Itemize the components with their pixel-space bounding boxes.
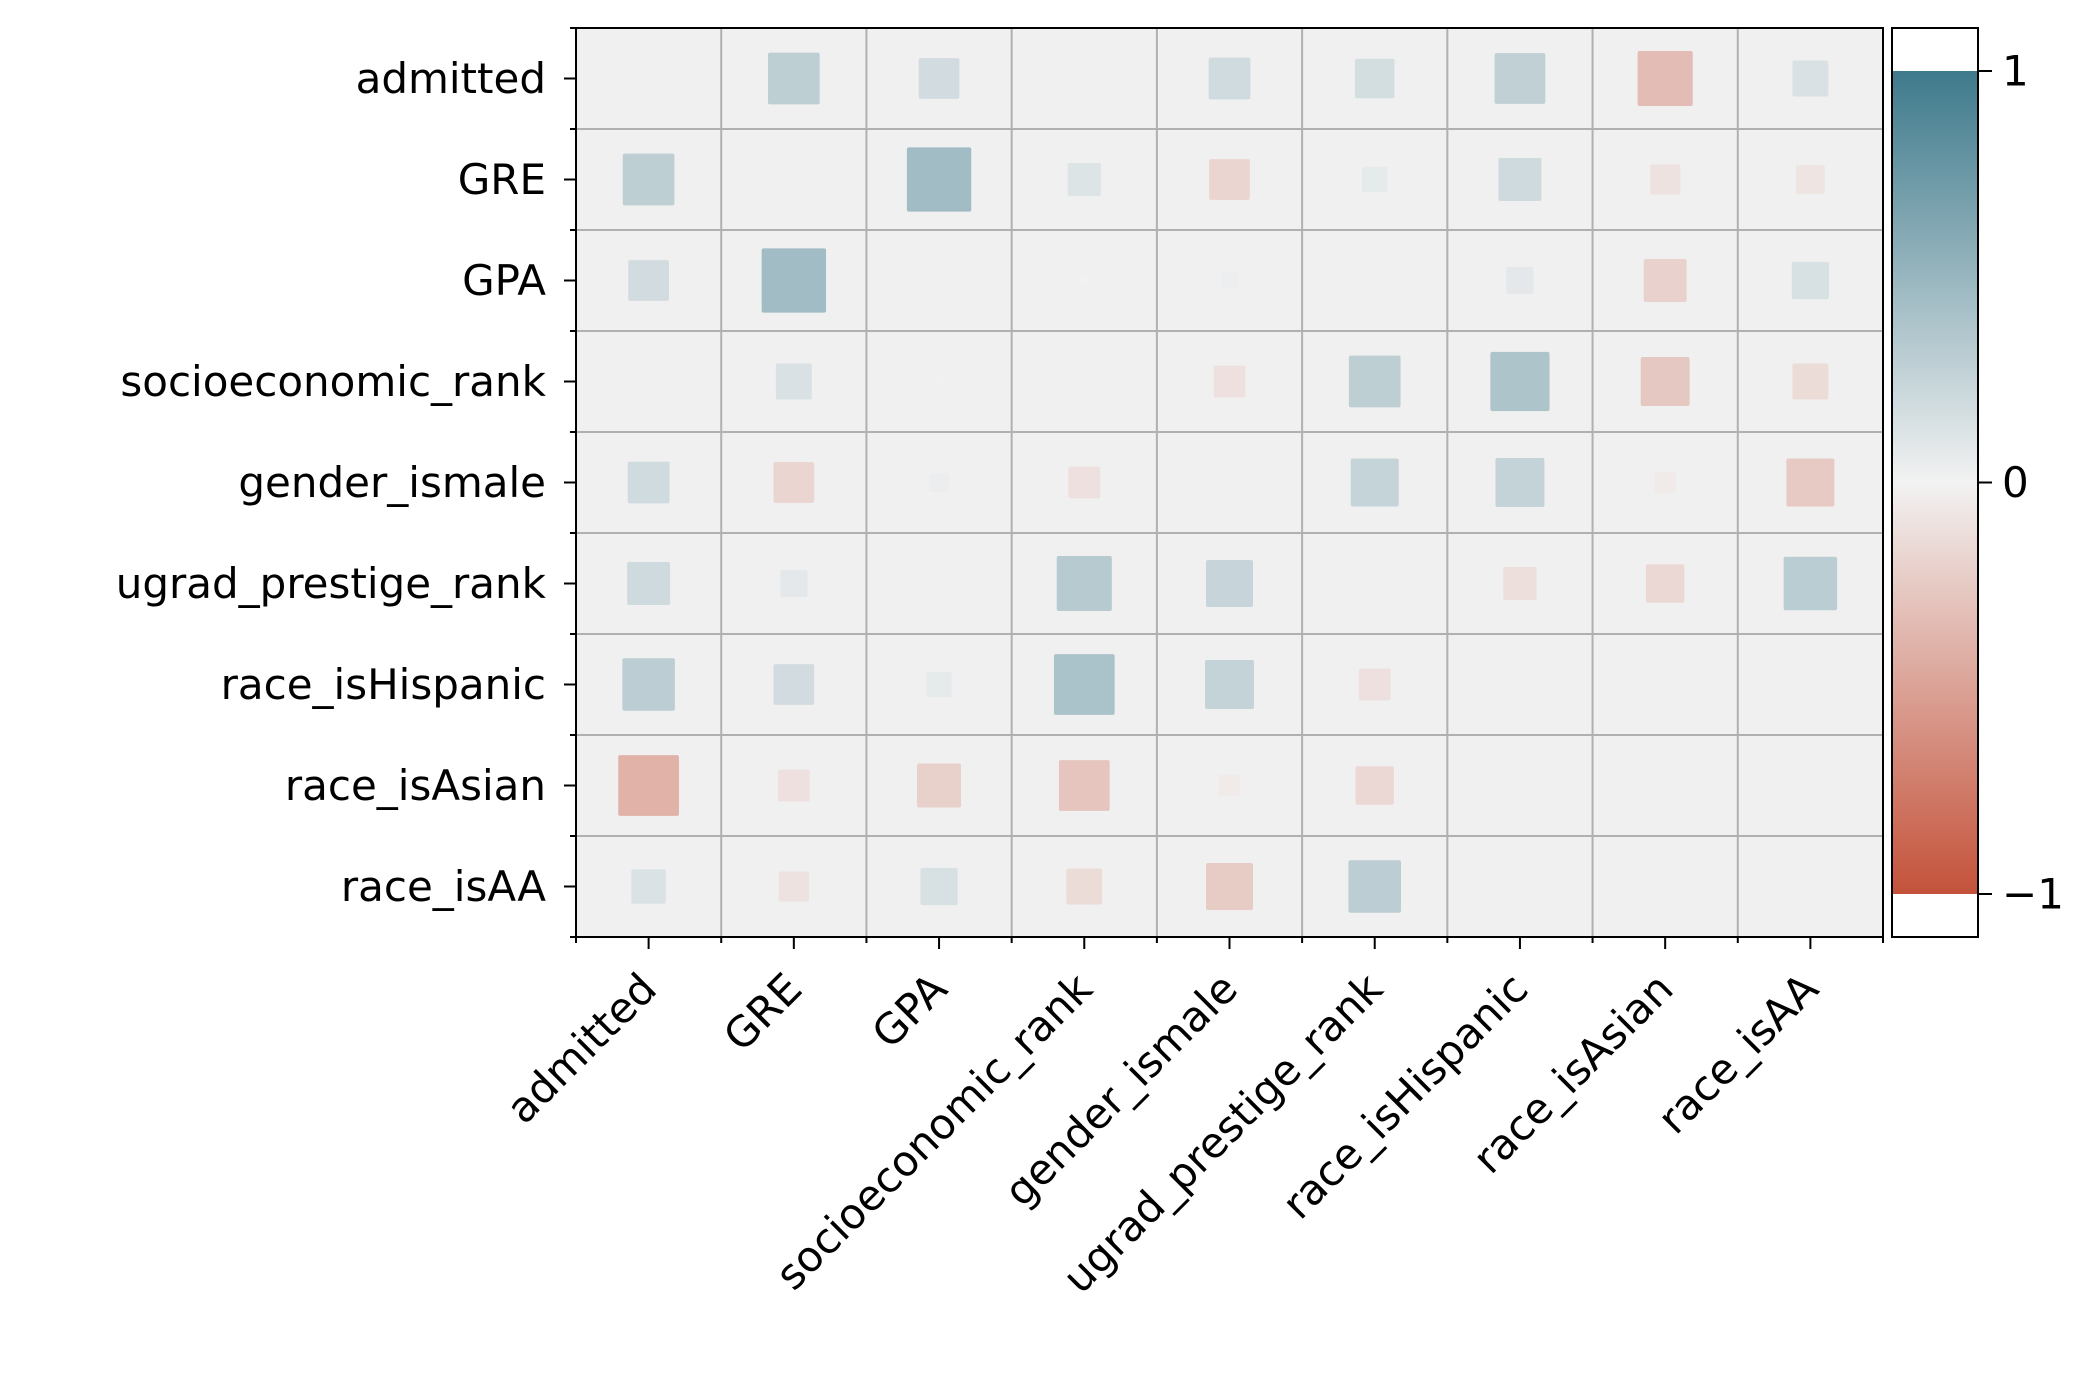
heatmap-cell-GPA-race_isAsian [1643, 259, 1687, 302]
colorbar-tick-label: −1 [2002, 870, 2064, 919]
heatmap-cell-gender_ismale-admitted [627, 461, 670, 504]
x-tick-label-GPA: GPA [862, 963, 956, 1057]
heatmap-cell-gender_ismale-race_isAsian [1654, 471, 1676, 494]
heatmap-cell-race_isAsian-GPA [917, 763, 962, 808]
heatmap-cell-race_isHispanic-GRE [773, 664, 815, 705]
heatmap-cell-GRE-race_isAA [1795, 165, 1825, 194]
heatmap-cell-race_isHispanic-GPA [926, 671, 952, 698]
x-tick-labels: admitted GRE GPAsocioeconomic_rankgender_i… [497, 963, 1828, 1302]
heatmap-cell-ugrad_prestige_rank-race_isAA [1783, 556, 1838, 611]
y-tick-label-GPA: GPA [462, 256, 546, 305]
y-tick-label-ugrad_prestige_rank: ugrad_prestige_rank [116, 559, 547, 608]
heatmap-cell-ugrad_prestige_rank-GRE [780, 569, 808, 598]
heatmap-cell-race_isAsian-admitted [618, 755, 679, 816]
heatmap-cell-gender_ismale-race_isHispanic [1495, 458, 1545, 507]
grid-lines [576, 28, 1883, 937]
heatmap-cell-socioeconomic_rank-race_isAA [1792, 363, 1829, 400]
heatmap-cell-socioeconomic_rank-GRE [775, 363, 812, 400]
heatmap-cell-ugrad_prestige_rank-admitted [627, 562, 671, 605]
y-tick-label-admitted: admitted [356, 54, 546, 103]
heatmap-cell-GPA-gender_ismale [1221, 272, 1238, 289]
x-tick-label-race_isHispanic: race_isHispanic [1273, 964, 1538, 1229]
heatmap-cell-race_isHispanic-socioeconomic_rank [1053, 654, 1115, 715]
x-tick-label-race_isAA: race_isAA [1648, 963, 1828, 1143]
heatmap-cell-GRE-gender_ismale [1209, 159, 1250, 200]
heatmap-cell-GRE-ugrad_prestige_rank [1362, 166, 1388, 193]
heatmap-cell-gender_ismale-socioeconomic_rank [1068, 466, 1101, 499]
heatmap-cell-GRE-GPA [906, 147, 972, 212]
heatmap-cell-admitted-gender_ismale [1208, 57, 1251, 100]
heatmap-cell-socioeconomic_rank-ugrad_prestige_rank [1348, 355, 1401, 408]
y-tick-label-GRE: GRE [458, 155, 546, 204]
heatmap-cell-admitted-ugrad_prestige_rank [1354, 58, 1395, 99]
heatmap-cell-race_isHispanic-ugrad_prestige_rank [1358, 668, 1391, 701]
heatmap-cell-GRE-race_isHispanic [1498, 158, 1542, 201]
heatmap-cell-gender_ismale-GRE [773, 462, 815, 503]
heatmap-cell-race_isHispanic-admitted [622, 658, 675, 711]
heatmap-cell-gender_ismale-ugrad_prestige_rank [1350, 458, 1399, 507]
heatmap-cell-race_isAsian-gender_ismale [1218, 774, 1241, 797]
x-tick-label-GRE: GRE [714, 964, 811, 1061]
heatmap-cell-gender_ismale-race_isAA [1786, 458, 1835, 507]
heatmap-cell-race_isAA-GPA [920, 867, 958, 906]
heatmap-cell-race_isAA-admitted [631, 869, 666, 904]
y-tick-label-race_isHispanic: race_isHispanic [221, 660, 546, 709]
heatmap-cell-race_isAA-socioeconomic_rank [1066, 868, 1103, 905]
heatmap-cell-race_isAA-ugrad_prestige_rank [1348, 860, 1401, 913]
colorbar-tick-label: 1 [2002, 47, 2029, 96]
y-tick-label-race_isAA: race_isAA [341, 862, 546, 911]
heatmap-cell-admitted-race_isAA [1792, 60, 1829, 97]
heatmap-cell-race_isAA-gender_ismale [1205, 862, 1254, 911]
heatmap-cell-race_isAsian-ugrad_prestige_rank [1355, 766, 1394, 805]
heatmap-cell-ugrad_prestige_rank-race_isHispanic [1503, 566, 1537, 601]
y-tick-label-gender_ismale: gender_ismale [238, 458, 546, 507]
heatmap-cell-race_isHispanic-gender_ismale [1205, 660, 1254, 709]
heatmap-cell-race_isAsian-socioeconomic_rank [1058, 760, 1110, 811]
heatmap-cell-GPA-race_isAA [1791, 261, 1829, 300]
heatmap-cell-GRE-race_isAsian [1649, 164, 1681, 195]
axis-ticks [564, 27, 1884, 949]
y-tick-labels: admitted GRE GPA socioeconomic_rank gender_i… [116, 54, 547, 911]
heatmap-cell-admitted-race_isAsian [1637, 50, 1693, 107]
heatmap-cell-GPA-admitted [628, 260, 669, 301]
colorbar-gradient-bar [1892, 71, 1978, 894]
heatmap-cell-ugrad_prestige_rank-gender_ismale [1205, 559, 1254, 608]
heatmap-cell-race_isAA-GRE [778, 871, 810, 902]
heatmap-cell-GPA-GRE [761, 248, 827, 313]
y-tick-label-race_isAsian: race_isAsian [285, 761, 546, 810]
heatmap-cell-gender_ismale-GPA [929, 472, 949, 493]
heatmap-cell-ugrad_prestige_rank-race_isAsian [1645, 564, 1685, 603]
heatmap-cells [618, 50, 1838, 913]
heatmap-cell-GPA-race_isHispanic [1506, 266, 1534, 295]
heatmap-cell-race_isAsian-GRE [777, 769, 810, 802]
heatmap-cell-admitted-race_isHispanic [1494, 53, 1546, 104]
heatmap-cell-GRE-admitted [622, 153, 675, 206]
heatmap-cell-admitted-GPA [918, 58, 960, 99]
heatmap-cell-ugrad_prestige_rank-socioeconomic_rank [1056, 555, 1112, 612]
x-tick-label-admitted: admitted [497, 964, 666, 1133]
heatmap-cell-GRE-socioeconomic_rank [1067, 162, 1101, 197]
heatmap-cell-admitted-GRE [767, 52, 820, 105]
heatmap-cell-socioeconomic_rank-race_isHispanic [1490, 351, 1550, 412]
colorbar-tick-label: 0 [2002, 458, 2029, 507]
colorbar: 1 0 −1 [1891, 27, 2064, 938]
heatmap-cell-socioeconomic_rank-race_isAsian [1640, 357, 1690, 406]
heatmap-cell-GPA-socioeconomic_rank [1079, 275, 1090, 286]
heatmap-cell-socioeconomic_rank-GPA [934, 376, 944, 387]
heatmap-cell-socioeconomic_rank-gender_ismale [1213, 365, 1246, 398]
y-tick-label-socioeconomic_rank: socioeconomic_rank [120, 357, 546, 406]
